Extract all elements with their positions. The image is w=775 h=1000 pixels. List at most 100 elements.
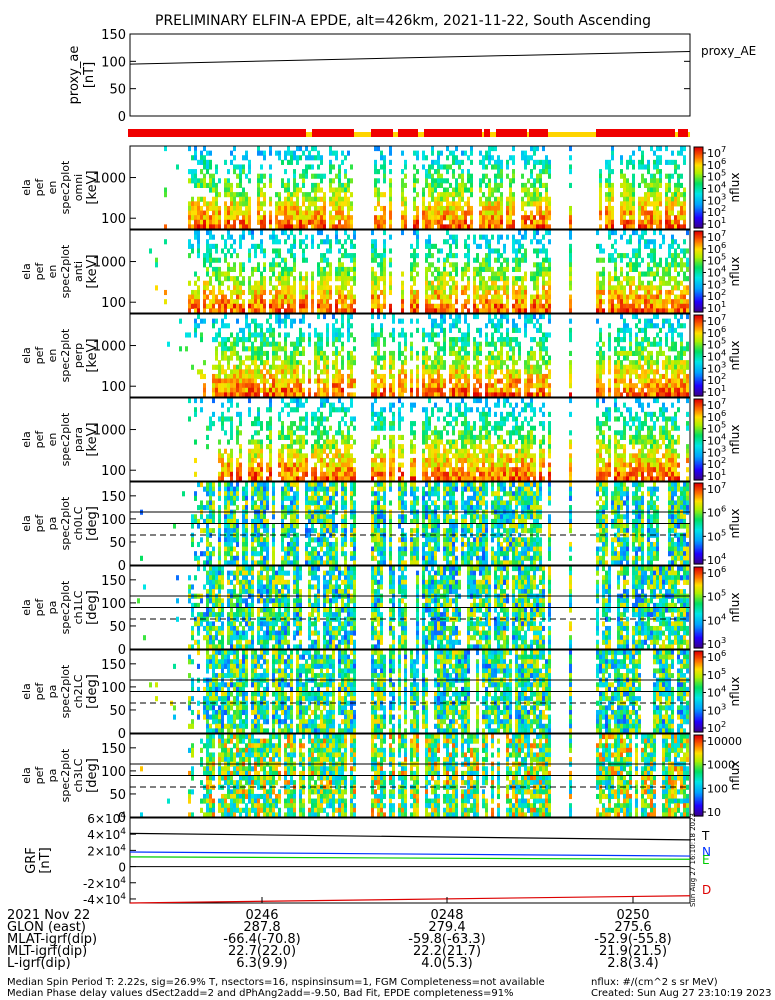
spectrogram-pixel [188, 205, 191, 212]
spectrogram-pixel [500, 234, 503, 240]
spectrogram-pixel [686, 248, 689, 254]
spectrogram-pixel [209, 257, 212, 263]
proxy-ae-ytick-label: 0 [118, 110, 126, 125]
spectrogram-pixel [284, 434, 287, 440]
spectrogram-ytick-label: 1000 [93, 340, 126, 355]
spectrogram-pixel [299, 434, 302, 440]
spectrogram-pixel [548, 205, 551, 212]
spectrogram-pixel [410, 332, 413, 338]
spectrogram-pixel [311, 289, 314, 296]
spectrogram-pixel [623, 201, 626, 207]
spectrogram-pixel [269, 332, 272, 338]
spectrogram-pixel [284, 276, 287, 282]
colorbar-segment [694, 213, 703, 216]
spectrogram-pixel [338, 392, 341, 398]
spectrogram-pixel [227, 337, 230, 343]
spectrogram-pixel [317, 187, 320, 193]
spectrogram-pixel [287, 234, 290, 240]
spectrogram-pixel [443, 294, 446, 300]
colorbar-segment [694, 389, 703, 392]
spectrogram-pixel [254, 444, 257, 450]
spectrogram-pixel [680, 299, 683, 305]
spectrogram-pixel [380, 155, 383, 161]
spectrogram-pixel [230, 159, 233, 165]
spectrogram-pixel [668, 280, 671, 286]
spectrogram-pixel [539, 192, 542, 198]
spectrogram-pixel [488, 210, 491, 216]
spectrogram-pixel [662, 303, 665, 309]
spectrogram-pixel [653, 271, 656, 277]
spectrogram-pixel [659, 373, 662, 380]
spectrogram-pixel [620, 346, 623, 352]
spectrogram-pixel [650, 210, 653, 216]
spectrogram-pixel [248, 230, 251, 236]
spectrogram-pixel [203, 219, 206, 225]
spectrogram-pixel [293, 373, 296, 380]
spectrogram-pixel [644, 289, 647, 296]
spectrogram-pixel [533, 383, 536, 389]
spectrogram-pixel [269, 280, 272, 286]
spectrogram-pixel [302, 276, 305, 282]
spectrogram-pixel [653, 243, 656, 249]
spectrogram-pixel [473, 350, 476, 356]
spectrogram-pixel [299, 462, 302, 468]
spectrogram-pixel [482, 173, 485, 179]
spectrogram-pixel [533, 187, 536, 193]
spectrogram-pixel [545, 303, 548, 309]
spectrogram-pixel [410, 373, 413, 380]
spectrogram-pixel [335, 327, 338, 333]
spectrogram-pixel [428, 224, 431, 230]
spectrogram-pixel [266, 444, 269, 450]
colorbar-segment [694, 247, 703, 250]
spectrogram-pixel [218, 299, 221, 305]
spectrogram-pixel [632, 364, 635, 370]
spectrogram-pixel [632, 173, 635, 179]
spectrogram-pixel [437, 360, 440, 366]
spectrogram-pixel [275, 201, 278, 207]
spectrogram-pixel [542, 308, 545, 314]
spectrogram-pixel [263, 248, 266, 254]
spectrogram-pixel [389, 355, 392, 361]
spectrogram-pixel [536, 373, 539, 380]
spectrogram-pixel [542, 196, 545, 202]
spectrogram-pixel [323, 299, 326, 305]
spectrogram-pixel [599, 392, 602, 398]
spectrogram-pixel [434, 276, 437, 282]
spectrogram-pixel [461, 182, 464, 188]
spectrogram-pixel [260, 337, 263, 343]
state-bar-red-segment [371, 129, 393, 137]
spectrogram-pixel [401, 378, 404, 384]
spectrogram-pixel [266, 337, 269, 343]
spectrogram-pixel [398, 355, 401, 361]
spectrogram-pixel [482, 303, 485, 309]
spectrogram-pixel [251, 346, 254, 352]
spectrogram-pixel [383, 392, 386, 398]
spectrogram-pixel [239, 271, 242, 277]
spectrogram-pixel [383, 303, 386, 309]
spectrogram-pixel [596, 392, 599, 398]
spectrogram-pixel [296, 201, 299, 207]
spectrogram-pixel [290, 192, 293, 198]
spectrogram-pixel [428, 187, 431, 193]
spectrogram-pixel [668, 196, 671, 202]
spectrogram-pixel [401, 285, 404, 291]
spectrogram-pixel [515, 378, 518, 384]
spectrogram-pixel [485, 173, 488, 179]
spectrogram-pixel [674, 364, 677, 370]
spectrogram-pixel [371, 323, 374, 329]
spectrogram-pixel [431, 308, 434, 314]
spectrogram-pixel [224, 341, 227, 347]
spectrogram-pixel [224, 239, 227, 245]
spectrogram-pixel [509, 155, 512, 161]
spectrogram-pixel [506, 303, 509, 309]
spectrogram-pixel [629, 239, 632, 245]
spectrogram-pixel [449, 276, 452, 282]
spectrogram-pixel [641, 285, 644, 291]
spectrogram-pixel [257, 350, 260, 356]
spectrogram-pixel [209, 215, 212, 221]
spectrogram-pixel [233, 285, 236, 291]
spectrogram-pixel [479, 299, 482, 305]
spectrogram-pixel [425, 210, 428, 216]
spectrogram-ytick-label: 1000 [93, 256, 126, 271]
spectrogram-pixel [299, 439, 302, 445]
